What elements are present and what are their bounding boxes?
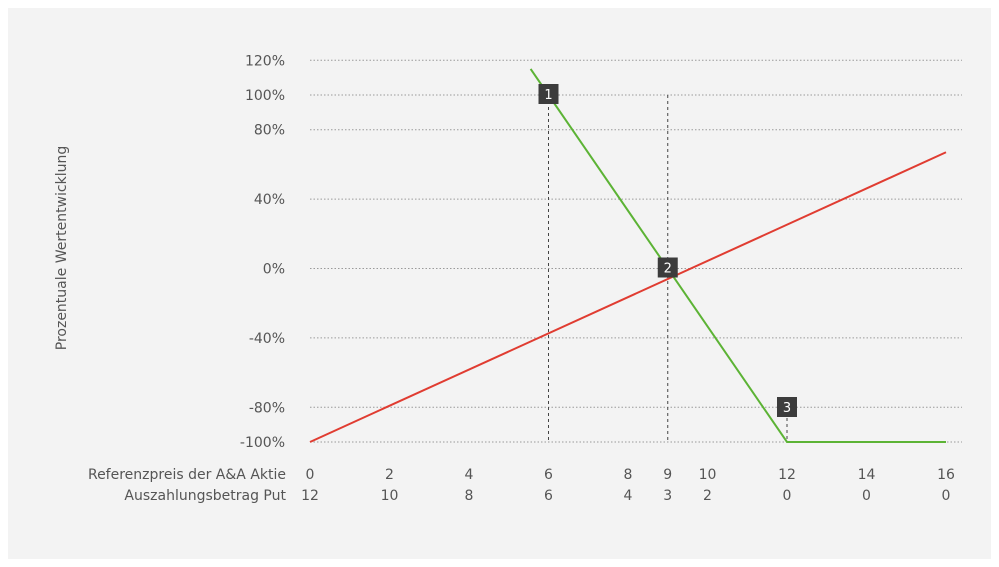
marker-2: 2 (657, 257, 678, 278)
marker-label: 2 (664, 262, 672, 277)
payout-tick-label: 6 (544, 488, 553, 504)
marker-1: 1 (538, 84, 559, 104)
payout-tick-label: 2 (703, 488, 712, 504)
gridlines (310, 59, 962, 443)
x-tick-label: 6 (544, 467, 553, 483)
x-tick-label: 2 (385, 467, 394, 483)
y-tick-label: 0% (263, 262, 285, 278)
payout-tick-label: 3 (663, 488, 672, 504)
x-tick-label: 14 (858, 467, 876, 483)
x-tick-label: 16 (937, 467, 955, 483)
payout-tick-label: 10 (381, 488, 399, 504)
payout-tick-label: 8 (465, 488, 474, 504)
marker-label: 1 (544, 88, 552, 103)
series-lines (309, 68, 947, 443)
y-tick-label: 100% (245, 88, 285, 104)
chart-panel (8, 8, 991, 559)
x-tick-label: 12 (778, 467, 796, 483)
y-tick-label: -80% (249, 400, 285, 416)
guide-lines (548, 95, 788, 442)
payout-tick-label: 0 (783, 488, 792, 504)
marker-3: 3 (777, 397, 797, 417)
marker-label: 3 (783, 401, 791, 416)
y-tick-label: 40% (254, 192, 285, 208)
series-line-2 (529, 68, 946, 443)
row-label-price: Referenzpreis der A&A Aktie (88, 467, 286, 483)
y-tick-label: -100% (240, 435, 285, 451)
x-tick-label: 8 (624, 467, 633, 483)
row-label-payout: Auszahlungsbetrag Put (124, 488, 286, 504)
x-tick-label: 10 (699, 467, 717, 483)
payout-tick-label: 12 (301, 488, 319, 504)
payout-tick-label: 4 (624, 488, 633, 504)
marker-box (538, 84, 559, 104)
x-tick-label: 4 (465, 467, 474, 483)
marker-box (657, 257, 678, 278)
y-tick-label: 120% (245, 53, 285, 69)
payout-tick-label: 0 (862, 488, 871, 504)
x-tick-labels: 0 12 2 10 4 8 6 6 8 4 9 3 10 2 12 0 14 0 16 0 (301, 467, 955, 504)
marker-box (777, 397, 797, 417)
y-tick-label: -40% (249, 331, 285, 347)
x-tick-label: 0 (306, 467, 315, 483)
markers: 1 2 3 (538, 84, 797, 417)
series-line-1 (309, 151, 947, 443)
payout-tick-label: 0 (942, 488, 951, 504)
y-axis-label: Prozentuale Wertentwicklung (54, 146, 70, 350)
y-tick-label: 80% (254, 123, 285, 139)
x-tick-label: 9 (663, 467, 672, 483)
y-tick-labels: 120% 100% 80% 40% 0% -40% -80% -100% (240, 53, 285, 451)
